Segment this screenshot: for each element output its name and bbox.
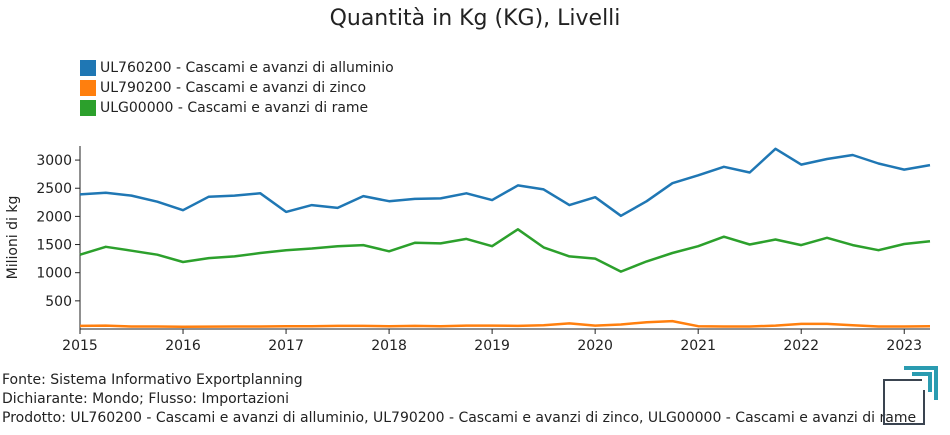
- x-tick-label: 2016: [165, 338, 201, 354]
- x-tick-label: 2022: [783, 338, 819, 354]
- legend-item: UL790200 - Cascami e avanzi di zinco: [80, 78, 394, 98]
- logo-dark-corner: [883, 379, 925, 425]
- legend-swatch: [80, 80, 96, 96]
- x-tick-label: 2018: [371, 338, 407, 354]
- logo-teal-corner: [904, 366, 938, 400]
- chart-legend: UL760200 - Cascami e avanzi di alluminio…: [80, 58, 394, 118]
- x-tick-label: 2021: [680, 338, 716, 354]
- legend-swatch: [80, 60, 96, 76]
- y-axis-label: Milioni di kg: [5, 196, 21, 280]
- footer-product: Prodotto: UL760200 - Cascami e avanzi di…: [2, 410, 917, 426]
- y-tick-label: 2000: [36, 209, 72, 225]
- legend-item: ULG00000 - Cascami e avanzi di rame: [80, 98, 394, 118]
- footer-source: Fonte: Sistema Informativo Exportplannin…: [2, 372, 303, 388]
- legend-label: ULG00000 - Cascami e avanzi di rame: [100, 100, 369, 116]
- x-tick-label: 2015: [62, 338, 98, 354]
- footer-declarant: Dichiarante: Mondo; Flusso: Importazioni: [2, 391, 290, 407]
- legend-label: UL760200 - Cascami e avanzi di alluminio: [100, 60, 394, 76]
- legend-item: UL760200 - Cascami e avanzi di alluminio: [80, 58, 394, 78]
- series-line-1: [79, 319, 931, 328]
- exportplanning-logo-icon: [883, 366, 938, 425]
- chart-title: Quantità in Kg (KG), Livelli: [329, 6, 621, 31]
- series-line-0: [79, 147, 931, 218]
- chart-area: 500 1000 1500 2000 2500 3000 2015 2016 2017 2018 2…: [5, 146, 931, 354]
- y-tick-label: 2500: [36, 181, 72, 197]
- series-line-2: [79, 228, 931, 273]
- chart-footer: Fonte: Sistema Informativo Exportplannin…: [2, 371, 916, 428]
- y-tick-label: 3000: [36, 153, 72, 169]
- x-tick-label: 2020: [577, 338, 613, 354]
- x-tick-label: 2017: [268, 338, 304, 354]
- legend-label: UL790200 - Cascami e avanzi di zinco: [100, 80, 367, 96]
- x-tick-label: 2023: [886, 338, 922, 354]
- legend-swatch: [80, 100, 96, 116]
- y-tick-label: 500: [45, 294, 72, 310]
- y-tick-label: 1500: [36, 238, 72, 254]
- x-tick-label: 2019: [474, 338, 510, 354]
- y-tick-label: 1000: [36, 266, 72, 282]
